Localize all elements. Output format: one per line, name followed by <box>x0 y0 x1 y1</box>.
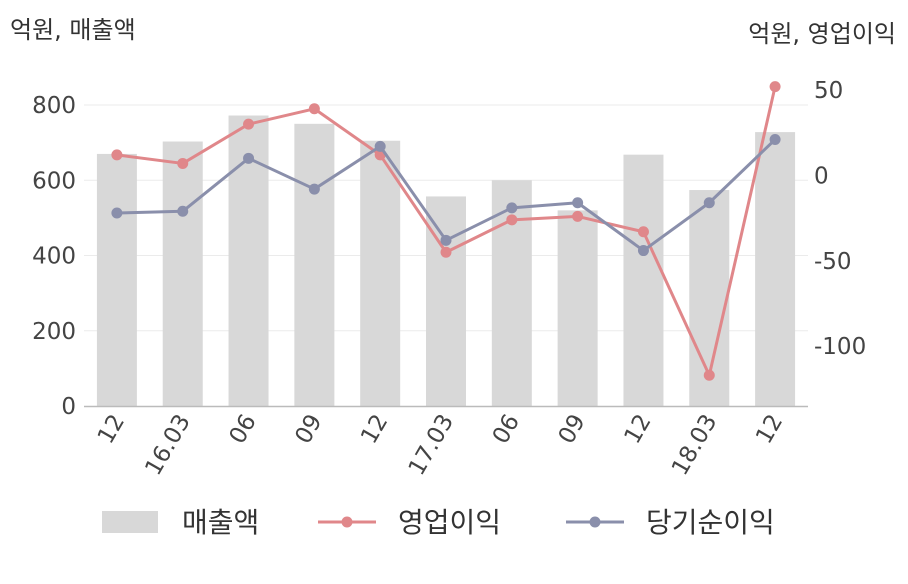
data-point <box>308 103 320 115</box>
data-point <box>243 152 255 164</box>
x-tick-label: 09 <box>290 410 327 448</box>
data-point <box>243 118 255 130</box>
x-tick-label: 09 <box>554 410 591 448</box>
data-point <box>111 207 123 219</box>
bar <box>360 140 401 406</box>
legend-swatch-marker <box>341 516 353 528</box>
right-tick-label: -50 <box>814 249 852 275</box>
data-point <box>374 140 386 152</box>
data-point <box>769 81 781 93</box>
x-tick-label: 12 <box>751 410 788 448</box>
data-point <box>637 245 649 257</box>
legend-swatch-bar <box>102 511 158 533</box>
right-tick-label: -100 <box>814 334 866 360</box>
legend-label: 영업이익 <box>398 506 501 539</box>
x-tick-label: 18.03 <box>667 410 722 480</box>
data-point <box>506 214 518 226</box>
legend-label: 당기순이익 <box>646 506 775 539</box>
x-tick-label: 17.03 <box>404 410 459 480</box>
legend-swatch-marker <box>589 516 601 528</box>
x-tick-label: 16.03 <box>140 410 195 480</box>
x-tick-label: 12 <box>619 410 656 448</box>
data-point <box>637 226 649 238</box>
data-point <box>177 157 189 169</box>
data-point <box>308 183 320 195</box>
bar-series <box>96 115 796 406</box>
data-point <box>769 134 781 146</box>
x-tick-label: 12 <box>356 410 393 448</box>
bar <box>623 154 664 406</box>
bar <box>755 132 796 406</box>
data-point <box>506 202 518 214</box>
legend: 매출액 영업이익 당기순이익 <box>102 506 775 539</box>
data-point <box>440 234 452 246</box>
data-point <box>572 197 584 209</box>
x-tick-label: 12 <box>93 410 130 448</box>
right-tick-label: 50 <box>814 78 843 104</box>
data-point <box>177 205 189 217</box>
left-axis-unit-label: 억원, 매출액 <box>10 16 136 44</box>
x-tick-label: 06 <box>225 410 262 448</box>
left-tick-label: 600 <box>32 168 76 194</box>
right-tick-label: 0 <box>814 163 829 189</box>
right-axis-unit-label: 억원, 영업이익 <box>748 20 896 48</box>
bar <box>294 123 335 406</box>
data-point <box>572 210 584 222</box>
left-tick-label: 0 <box>61 394 76 420</box>
bar <box>426 196 466 406</box>
bar <box>96 153 137 406</box>
left-tick-label: 400 <box>32 244 76 270</box>
data-point <box>111 149 123 161</box>
data-point <box>440 246 452 258</box>
bar <box>557 210 598 406</box>
line-series <box>111 81 781 381</box>
data-point <box>703 197 715 209</box>
data-point <box>703 369 715 381</box>
bar <box>162 141 203 406</box>
x-tick-label: 06 <box>488 410 525 448</box>
left-tick-label: 800 <box>32 93 76 119</box>
left-tick-label: 200 <box>32 319 76 345</box>
legend-label: 매출액 <box>182 506 259 539</box>
